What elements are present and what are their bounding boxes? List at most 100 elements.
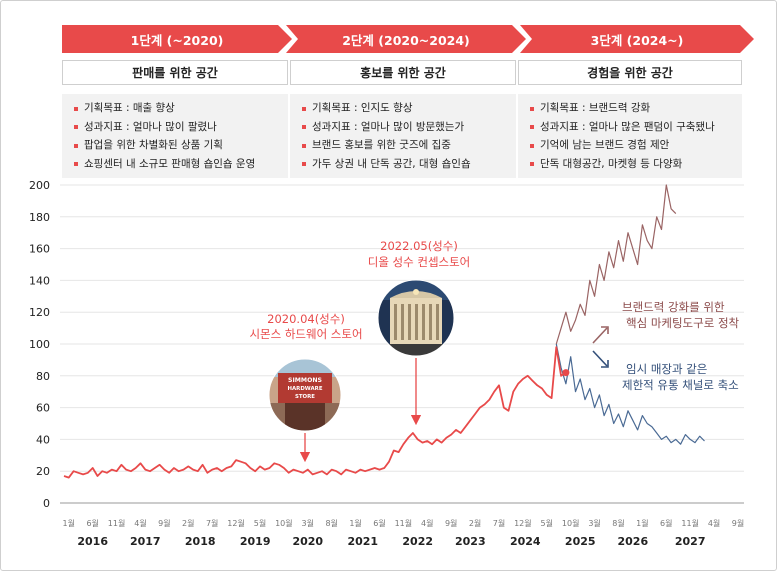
x-year-label: 2017 — [130, 535, 161, 548]
x-month-label: 2월 — [469, 518, 481, 528]
dior-title-label: 디올 성수 컨셉스토어 — [368, 255, 471, 269]
x-month-label: 4월 — [421, 518, 433, 528]
x-month-label: 6월 — [660, 518, 672, 528]
x-month-label: 9월 — [445, 518, 457, 528]
bullet-item: 브랜드 홍보를 위한 굿즈에 집중 — [302, 136, 516, 155]
x-month-label: 1월 — [63, 518, 75, 528]
x-year-label: 2022 — [402, 535, 433, 548]
bullet-item: 성과지표 : 얼마나 많이 팔렸나 — [74, 118, 288, 137]
x-month-label: 4월 — [708, 518, 720, 528]
down-scenario-line-2: 제한적 유통 채널로 축소 — [622, 378, 739, 392]
phase-goal-1: 판매를 위한 공간 — [62, 60, 288, 85]
phase-label: 2단계 (2020~2024) — [342, 32, 470, 48]
simmons-title-label: 시몬스 하드웨어 스토어 — [249, 327, 362, 341]
simmons-store-photo: SIMMONS HARDWARE STORE — [268, 358, 342, 432]
x-month-label: 12월 — [227, 518, 245, 528]
up-scenario-line-2: 핵심 마케팅도구로 정착 — [626, 316, 740, 330]
phase-banner-2: 2단계 (2020~2024) — [286, 25, 526, 53]
y-tick-label: 120 — [29, 306, 50, 319]
x-month-label: 12월 — [514, 518, 532, 528]
y-tick-label: 60 — [36, 402, 50, 415]
x-year-label: 2020 — [292, 535, 323, 548]
y-axis-ticks: 0 20 40 60 80 100 120 140 160 180 200 — [29, 179, 50, 510]
simmons-sign-line: STORE — [295, 394, 315, 400]
phase-bullets-1: 기획목표 : 매출 향상 성과지표 : 얼마나 많이 팔렸나 팝업을 위한 차별… — [62, 94, 288, 178]
x-month-label: 1월 — [636, 518, 648, 528]
x-month-label: 8월 — [612, 518, 624, 528]
x-month-label: 7월 — [493, 518, 505, 528]
y-tick-label: 200 — [29, 179, 50, 192]
series-line-downside — [555, 343, 705, 445]
x-month-label: 9월 — [732, 518, 744, 528]
x-month-label: 11월 — [108, 518, 126, 528]
x-month-label: 11월 — [681, 518, 699, 528]
phase-bullets-2: 기획목표 : 인지도 향상 성과지표 : 얼마나 많이 방문했는가 브랜드 홍보… — [290, 94, 516, 178]
x-month-label: 5월 — [541, 518, 553, 528]
phase-banner-1: 1단계 (~2020) — [62, 25, 292, 53]
bullet-item: 기획목표 : 인지도 향상 — [302, 99, 516, 118]
chart-series — [63, 184, 705, 479]
bullet-item: 성과지표 : 얼마나 많이 방문했는가 — [302, 118, 516, 137]
x-month-label: 10월 — [275, 518, 293, 528]
bullet-item: 기획목표 : 매출 향상 — [74, 99, 288, 118]
phase-goal-3: 경험을 위한 공간 — [518, 60, 742, 85]
x-month-label: 4월 — [134, 518, 146, 528]
y-tick-label: 0 — [43, 497, 50, 510]
x-month-label: 7월 — [206, 518, 218, 528]
x-month-label: 9월 — [158, 518, 170, 528]
bullet-item: 단독 대형공간, 마켓형 등 다양화 — [530, 155, 742, 174]
bullet-item: 가두 상권 내 단독 공간, 대형 숍인숍 — [302, 155, 516, 174]
phase-goal-2: 홍보를 위한 공간 — [290, 60, 516, 85]
y-tick-label: 160 — [29, 243, 50, 256]
down-arrow-icon — [592, 350, 608, 367]
x-month-label: 6월 — [86, 518, 98, 528]
y-tick-label: 20 — [36, 465, 50, 478]
x-year-label: 2019 — [240, 535, 271, 548]
x-year-label: 2018 — [185, 535, 216, 548]
phase-label: 1단계 (~2020) — [130, 32, 224, 48]
dior-date-label: 2022.05(성수) — [380, 239, 458, 253]
x-month-label: 3월 — [588, 518, 600, 528]
x-month-label: 3월 — [302, 518, 314, 528]
x-year-label: 2026 — [618, 535, 649, 548]
bullet-item: 쇼핑센터 내 소규모 판매형 숍인숍 운영 — [74, 155, 288, 174]
x-year-label: 2016 — [77, 535, 108, 548]
y-tick-label: 140 — [29, 274, 50, 287]
up-arrow-icon — [592, 327, 608, 344]
simmons-sign-line: HARDWARE — [287, 386, 322, 392]
dior-store-photo — [377, 279, 455, 357]
x-axis-year-ticks: 2016 2017 2018 2019 2020 2021 2022 2023 2024 2025… — [77, 535, 705, 548]
series-line-upside — [555, 184, 677, 345]
x-month-label: 1월 — [349, 518, 361, 528]
y-tick-label: 40 — [36, 433, 50, 446]
x-month-label: 11월 — [395, 518, 413, 528]
bullet-item: 기억에 남는 브랜드 경험 제안 — [530, 136, 742, 155]
up-scenario-line-1: 브랜드력 강화를 위한 — [622, 300, 725, 314]
bullet-item: 팝업을 위한 차별화된 상품 기획 — [74, 136, 288, 155]
x-year-label: 2024 — [510, 535, 541, 548]
y-tick-label: 100 — [29, 338, 50, 351]
x-year-label: 2023 — [455, 535, 486, 548]
phase-banner-3: 3단계 (2024~) — [520, 25, 754, 53]
down-scenario-line-1: 임시 매장과 같은 — [626, 362, 707, 376]
x-year-label: 2021 — [347, 535, 378, 548]
y-tick-label: 80 — [36, 370, 50, 383]
y-gridlines — [60, 184, 744, 504]
x-month-label: 6월 — [373, 518, 385, 528]
x-year-label: 2025 — [565, 535, 596, 548]
series-line-actual — [63, 346, 567, 479]
x-month-label: 10월 — [562, 518, 580, 528]
x-month-label: 2월 — [182, 518, 194, 528]
x-month-label: 5월 — [254, 518, 266, 528]
x-month-label: 8월 — [325, 518, 337, 528]
x-year-label: 2027 — [675, 535, 706, 548]
phase-label: 3단계 (2024~) — [590, 32, 684, 48]
x-axis-month-ticks: 1월 6월 11월 4월 9월 2월 7월 12월 5월 10월 3월 8월 1월 6월 11월 4월 9월 2월… — [63, 518, 745, 528]
y-tick-label: 180 — [29, 211, 50, 224]
bullet-item: 성과지표 : 얼마나 많은 팬덤이 구축됐나 — [530, 118, 742, 137]
series-end-point — [562, 369, 570, 377]
bullet-item: 기획목표 : 브랜드력 강화 — [530, 99, 742, 118]
simmons-date-label: 2020.04(성수) — [267, 312, 345, 326]
phase-bullets-3: 기획목표 : 브랜드력 강화 성과지표 : 얼마나 많은 팬덤이 구축됐나 기억… — [518, 94, 742, 178]
